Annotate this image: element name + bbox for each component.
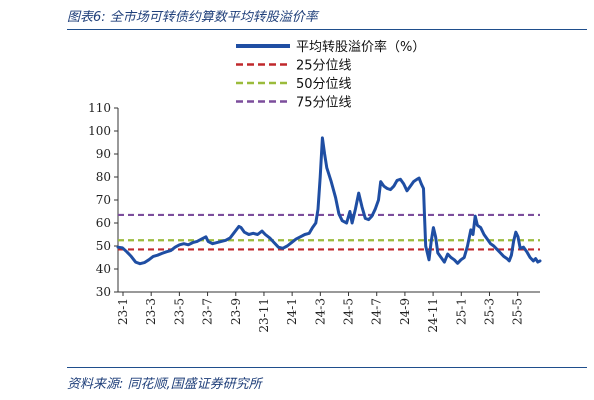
x-tick-label: 25-1 [454,298,468,325]
x-tick-label: 23-1 [116,298,130,325]
y-tick-label: 80 [96,170,111,184]
legend-label-0: 平均转股溢价率（%） [296,39,425,55]
series-lines [116,136,542,266]
x-tick-label: 24-11 [426,298,440,333]
x-tick-label: 23-3 [144,298,158,325]
source-note: 资料来源: 同花顺,国盛证券研究所 [67,377,262,392]
y-tick-label: 30 [96,285,111,299]
legend-label-3: 75分位线 [296,96,352,111]
y-tick-label: 60 [96,216,111,230]
y-tick-label: 100 [88,124,111,138]
x-tick-label: 23-9 [229,298,243,325]
y-tick-label: 40 [96,262,111,276]
y-tick-label: 90 [96,147,111,161]
x-tick-label: 23-5 [172,298,186,325]
y-tick-label: 50 [96,239,111,253]
chart-legend: 平均转股溢价率（%） 25分位线 50分位线 75分位线 [236,39,425,111]
x-tick-label: 24-7 [370,298,384,325]
x-tick-label: 23-11 [257,298,271,333]
x-tick-label: 24-1 [285,298,299,325]
x-tick-label: 25-3 [482,298,496,325]
y-tick-label: 70 [96,193,111,207]
x-tick-label: 24-3 [313,298,327,325]
x-tick-label: 24-5 [342,298,356,325]
y-tick-label: 110 [88,101,111,115]
figure-title: 图表6: 全市场可转债约算数平均转股溢价率 [67,10,318,25]
legend-label-2: 50分位线 [296,77,352,92]
chart-axes: 30 40 50 60 70 80 90 100 110 23-1 23-3 23-5 23-7 23-9… [88,101,540,333]
x-tick-label: 25-5 [511,298,525,325]
x-tick-label: 23-7 [201,298,215,325]
legend-label-1: 25分位线 [296,59,352,74]
x-tick-label: 24-9 [398,298,412,325]
title-divider [67,29,587,30]
source-divider [67,367,587,368]
premium-rate-line [116,136,542,266]
